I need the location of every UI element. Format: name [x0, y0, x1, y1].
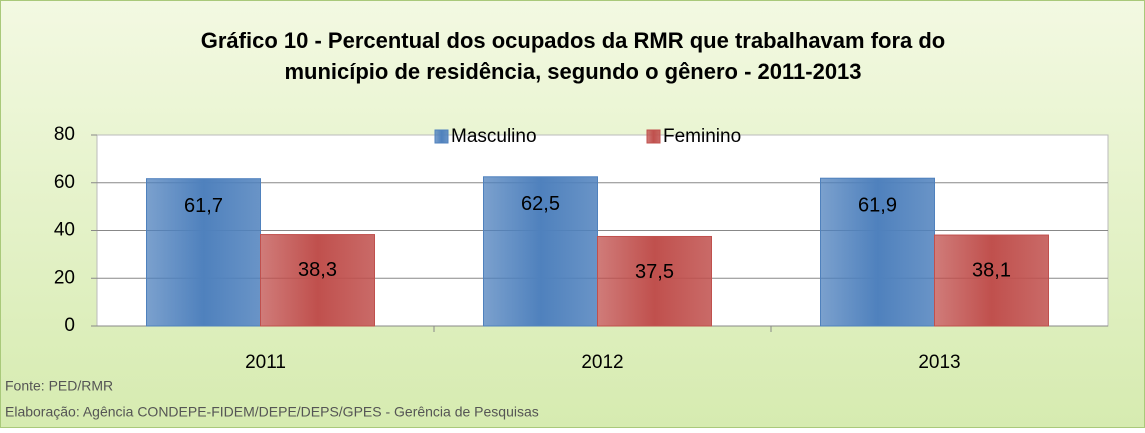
- credit-note: Elaboração: Agência CONDEPE-FIDEM/DEPE/D…: [5, 404, 539, 420]
- legend-swatch: [434, 129, 449, 144]
- value-label: 61,9: [858, 194, 897, 216]
- y-tick-label: 80: [54, 124, 75, 145]
- x-tick-label: 2013: [918, 352, 960, 373]
- x-tick-label: 2011: [245, 352, 286, 373]
- bar: [260, 234, 375, 327]
- value-label: 37,5: [635, 261, 674, 283]
- bar: [820, 177, 935, 327]
- y-tick-label: 40: [54, 220, 75, 241]
- value-label: 38,1: [972, 259, 1011, 281]
- legend-label: Feminino: [663, 126, 741, 147]
- chart-title: Gráfico 10 - Percentual dos ocupados da …: [201, 28, 946, 53]
- bar: [483, 176, 598, 327]
- y-tick-label: 0: [64, 315, 75, 336]
- legend-swatch: [646, 129, 661, 144]
- legend-label: Masculino: [451, 126, 537, 147]
- bar: [934, 234, 1049, 327]
- value-label: 62,5: [521, 193, 560, 215]
- chart-title: município de residência, segundo o gêner…: [284, 59, 861, 84]
- value-label: 38,3: [298, 259, 337, 281]
- source-note: Fonte: PED/RMR: [5, 378, 113, 394]
- y-tick-label: 20: [54, 267, 75, 288]
- x-tick-label: 2012: [581, 352, 623, 373]
- value-label: 61,7: [184, 195, 223, 217]
- bar: [146, 178, 261, 327]
- bar: [597, 235, 712, 327]
- y-tick-label: 60: [54, 172, 75, 193]
